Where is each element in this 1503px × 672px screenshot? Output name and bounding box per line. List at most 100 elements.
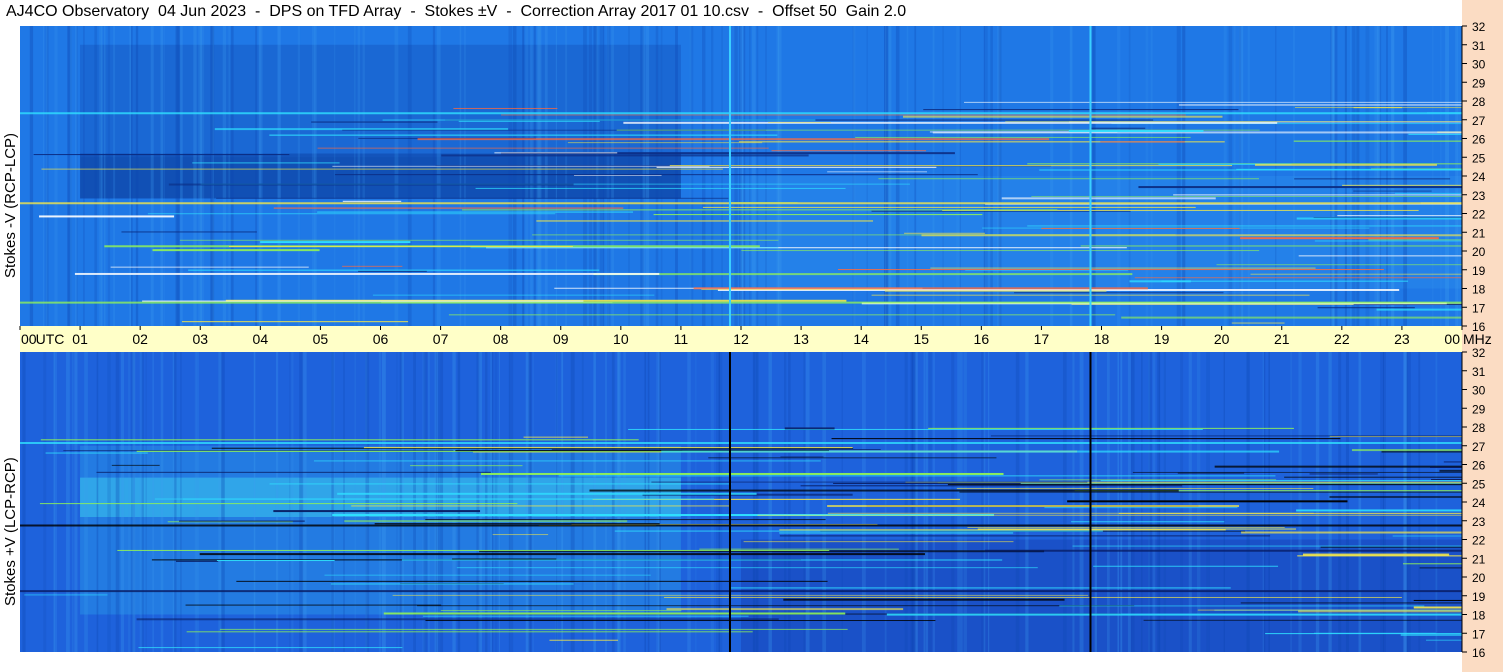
texture-stripe xyxy=(570,352,575,652)
frequency-tick-label: 28 xyxy=(1472,95,1486,109)
interference-line xyxy=(1255,163,1437,166)
band-line xyxy=(20,590,1462,593)
interference-line xyxy=(492,534,549,536)
texture-stripe xyxy=(354,352,356,652)
texture-stripe xyxy=(1390,26,1394,326)
texture-stripe xyxy=(556,352,558,652)
frequency-tick-label: 16 xyxy=(1472,320,1486,334)
texture-stripe xyxy=(131,26,133,326)
texture-stripe xyxy=(255,26,258,326)
texture-stripe xyxy=(537,26,542,326)
interference-line xyxy=(738,141,1225,143)
interference-line xyxy=(1413,606,1462,609)
interference-line xyxy=(40,439,639,441)
texture-stripe xyxy=(145,352,147,652)
time-tick-label: 00 xyxy=(21,331,37,347)
interference-line xyxy=(1173,194,1462,196)
interference-line xyxy=(199,553,925,556)
texture-stripe xyxy=(1418,352,1421,652)
texture-stripe xyxy=(314,26,317,326)
texture-stripe xyxy=(1440,26,1442,326)
texture-stripe xyxy=(861,352,866,652)
texture-stripe xyxy=(959,26,961,326)
interference-line xyxy=(269,134,778,136)
texture-stripe xyxy=(888,26,892,326)
texture-stripe xyxy=(925,352,928,652)
texture-stripe xyxy=(492,352,494,652)
texture-stripe xyxy=(508,352,510,652)
texture-stripe xyxy=(212,26,214,326)
texture-stripe xyxy=(96,352,99,652)
texture-stripe xyxy=(611,352,615,652)
interference-line xyxy=(574,174,662,176)
interference-line xyxy=(623,121,1278,124)
dark-band-region xyxy=(80,153,681,199)
frequency-tick-label: 19 xyxy=(1472,264,1486,278)
texture-stripe xyxy=(175,26,180,326)
band-line xyxy=(20,442,1462,444)
interference-line xyxy=(693,287,1148,290)
interference-line xyxy=(1138,186,1462,189)
interference-line xyxy=(1320,546,1462,548)
interference-line xyxy=(729,587,1231,589)
interference-line xyxy=(743,541,1014,543)
interference-line xyxy=(1402,563,1462,565)
texture-stripe xyxy=(1091,26,1095,326)
texture-stripe xyxy=(1380,352,1384,652)
top-frequency-axis: 32 31 30 29 28 27 26 25 24 23 22 21 20 19 18 17 16 xyxy=(1461,20,1486,334)
texture-stripe xyxy=(259,26,263,326)
texture-stripe xyxy=(1445,26,1450,326)
texture-stripe xyxy=(459,26,462,326)
texture-stripe xyxy=(1457,26,1461,326)
interference-line xyxy=(1413,599,1462,601)
texture-stripe xyxy=(640,26,645,326)
interference-line xyxy=(1014,292,1224,294)
texture-stripe xyxy=(885,26,887,326)
interference-line xyxy=(1044,507,1238,509)
interference-line xyxy=(229,245,573,247)
texture-stripe xyxy=(365,352,370,652)
time-unit-label: UTC xyxy=(36,331,65,347)
interference-line xyxy=(392,594,1089,596)
texture-stripe xyxy=(1392,26,1395,326)
texture-stripe xyxy=(198,26,201,326)
interference-line xyxy=(928,427,1294,429)
texture-stripe xyxy=(533,26,536,326)
texture-stripe xyxy=(508,26,513,326)
interference-line xyxy=(1178,104,1462,106)
interference-line xyxy=(1039,479,1277,481)
interference-line xyxy=(664,596,1402,598)
texture-stripe xyxy=(1365,26,1370,326)
texture-stripe xyxy=(478,352,482,652)
frequency-tick-label: 20 xyxy=(1472,245,1486,259)
interference-line xyxy=(179,520,305,522)
interference-line xyxy=(138,647,403,649)
interference-line xyxy=(458,120,600,122)
interference-line xyxy=(1240,237,1439,240)
interference-line xyxy=(475,187,846,189)
texture-stripe xyxy=(555,26,557,326)
texture-stripe xyxy=(690,26,694,326)
interference-line xyxy=(937,482,1462,484)
interference-line xyxy=(1296,509,1462,512)
texture-stripe xyxy=(658,352,660,652)
texture-stripe xyxy=(852,26,856,326)
texture-stripe xyxy=(437,352,440,652)
interference-line xyxy=(838,269,1384,271)
texture-stripe xyxy=(221,352,225,652)
frequency-tick-label: 26 xyxy=(1472,133,1486,147)
interference-line xyxy=(311,121,438,123)
interference-line xyxy=(425,519,826,521)
texture-stripe xyxy=(423,352,428,652)
interference-line xyxy=(702,206,1196,208)
interference-line xyxy=(551,449,881,451)
texture-stripe xyxy=(1382,352,1385,652)
texture-stripe xyxy=(413,352,416,652)
frequency-tick-label: 21 xyxy=(1472,226,1486,240)
interference-line xyxy=(1068,130,1204,133)
interference-line xyxy=(500,152,955,155)
texture-stripe xyxy=(193,26,197,326)
texture-stripe xyxy=(589,26,592,326)
texture-stripe xyxy=(401,352,405,652)
interference-line xyxy=(771,150,927,152)
